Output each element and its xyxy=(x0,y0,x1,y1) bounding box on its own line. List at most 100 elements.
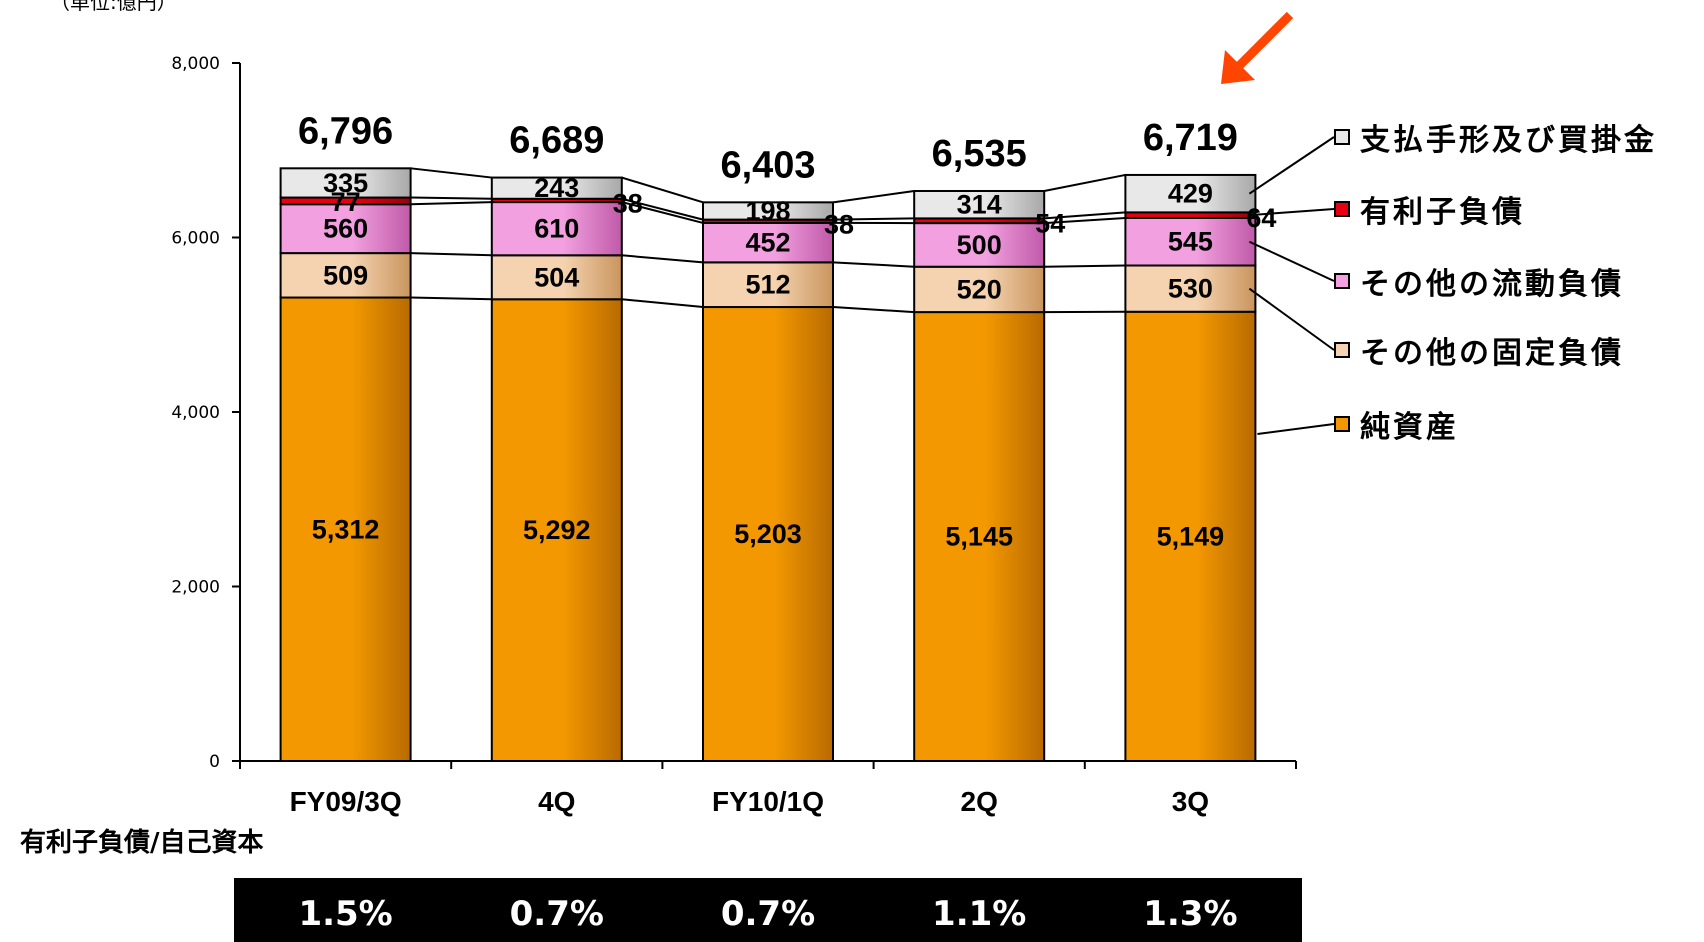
bar-other-current-liabilities xyxy=(1124,216,1257,267)
bar-other-current-liabilities xyxy=(279,203,412,255)
ratio-value: 0.7% xyxy=(720,894,816,934)
x-tick-label: FY09/3Q xyxy=(290,786,402,817)
unit-label: （単位:億円） xyxy=(50,0,177,14)
legend-leader-line xyxy=(1248,240,1335,282)
data-label-interest-bearing-debt: 77 xyxy=(331,187,361,217)
data-label-other-current-liabilities: 452 xyxy=(745,228,790,258)
x-tick-label: 4Q xyxy=(538,786,575,817)
bar-other-current-liabilities xyxy=(490,201,623,257)
bar-payables xyxy=(1124,173,1257,214)
y-tick-label: 0 xyxy=(209,752,220,772)
legend-item: 支払手形及び買掛金 xyxy=(1334,120,1657,158)
data-label-other-fixed-liabilities: 530 xyxy=(1168,274,1213,304)
connector-line xyxy=(832,217,915,221)
legend-label: 支払手形及び買掛金 xyxy=(1360,123,1657,158)
bar-other-fixed-liabilities xyxy=(279,252,412,299)
data-label-other-fixed-liabilities: 520 xyxy=(957,274,1002,304)
bar-other-current-liabilities xyxy=(913,222,1046,268)
total-label: 6,403 xyxy=(720,144,815,186)
x-tick-label: FY10/1Q xyxy=(712,786,824,817)
bar-payables xyxy=(279,167,412,199)
data-label-payables: 429 xyxy=(1168,179,1213,209)
bar-net-assets xyxy=(1124,310,1257,762)
bar-net-assets xyxy=(279,296,412,762)
connector-line xyxy=(621,298,704,309)
data-label-other-current-liabilities: 610 xyxy=(534,214,579,244)
legend-label: 純資産 xyxy=(1360,410,1459,445)
bar-other-current-liabilities xyxy=(702,221,834,264)
legend-label: その他の固定負債 xyxy=(1360,336,1624,371)
data-label-net-assets: 5,292 xyxy=(523,515,591,545)
total-label: 6,719 xyxy=(1143,117,1238,159)
data-label-other-fixed-liabilities: 504 xyxy=(534,262,579,292)
connector-line xyxy=(832,306,915,314)
x-tick-label: 3Q xyxy=(1172,786,1209,817)
data-label-payables: 243 xyxy=(534,173,579,203)
connector-line xyxy=(1044,216,1126,225)
data-label-other-current-liabilities: 500 xyxy=(957,230,1002,260)
legend-swatch xyxy=(1334,201,1350,217)
connector-line xyxy=(410,167,492,179)
legend-leader-line xyxy=(1257,423,1335,435)
data-label-payables: 314 xyxy=(957,190,1002,220)
connector-line xyxy=(410,252,492,257)
legend-item: その他の流動負債 xyxy=(1334,264,1624,302)
data-label-other-fixed-liabilities: 509 xyxy=(323,260,368,290)
bar-payables xyxy=(490,176,623,200)
connector-line xyxy=(410,296,492,301)
connector-line xyxy=(621,197,704,221)
ratio-value: 1.1% xyxy=(932,894,1027,934)
data-label-net-assets: 5,203 xyxy=(734,519,802,549)
data-label-other-current-liabilities: 560 xyxy=(323,214,368,244)
connector-line xyxy=(621,254,704,264)
total-label: 6,689 xyxy=(509,120,604,162)
total-label: 6,535 xyxy=(932,133,1027,175)
ratio-value: 1.3% xyxy=(1143,894,1238,934)
connector-line xyxy=(621,176,704,204)
legend-swatch xyxy=(1334,342,1350,358)
y-tick-label: 4,000 xyxy=(171,403,220,423)
ratio-strip: 1.5% 0.7% 0.7% 1.1% 1.3% xyxy=(234,878,1302,942)
data-label-net-assets: 5,149 xyxy=(1157,521,1225,551)
total-label: 6,796 xyxy=(298,110,393,152)
data-label-payables: 335 xyxy=(323,168,368,198)
connector-line xyxy=(832,190,915,204)
ratio-value: 0.7% xyxy=(509,894,604,934)
data-label-other-current-liabilities: 545 xyxy=(1168,227,1213,257)
bar-net-assets xyxy=(702,306,834,762)
data-label-interest-bearing-debt: 38 xyxy=(824,209,854,239)
legend-label: その他の流動負債 xyxy=(1360,267,1624,302)
connector-line xyxy=(1044,264,1126,268)
bar-other-fixed-liabilities xyxy=(913,265,1046,314)
legend-item: 純資産 xyxy=(1334,407,1459,445)
y-tick-label: 2,000 xyxy=(171,578,220,598)
connector-line xyxy=(832,261,915,268)
x-tick-label: 2Q xyxy=(961,786,998,817)
connector-line xyxy=(410,196,492,200)
legend-leader-line xyxy=(1249,208,1335,217)
legend-swatch xyxy=(1334,273,1350,289)
bar-payables xyxy=(702,201,834,221)
bar-other-fixed-liabilities xyxy=(490,254,623,301)
bar-net-assets xyxy=(913,311,1046,762)
ratio-section-label: 有利子負債/自己資本 xyxy=(20,828,264,858)
connector-line xyxy=(1044,211,1126,220)
ratio-value: 1.5% xyxy=(298,894,393,934)
connector-line xyxy=(1044,173,1126,192)
legend-swatch xyxy=(1334,416,1350,432)
y-tick-label: 6,000 xyxy=(171,229,220,249)
legend-item: その他の固定負債 xyxy=(1334,333,1624,371)
bar-net-assets xyxy=(490,298,623,762)
legend-item: 有利子負債 xyxy=(1334,192,1525,230)
arrow-icon xyxy=(1221,11,1294,84)
data-label-interest-bearing-debt: 64 xyxy=(1246,203,1276,233)
legend-label: 有利子負債 xyxy=(1360,195,1525,230)
legend-leader-line xyxy=(1248,136,1335,195)
bar-payables xyxy=(913,189,1046,220)
legend-swatch xyxy=(1334,129,1350,145)
y-tick-label: 8,000 xyxy=(171,54,220,74)
data-label-net-assets: 5,145 xyxy=(945,522,1013,552)
data-label-interest-bearing-debt: 38 xyxy=(613,188,643,218)
data-label-net-assets: 5,312 xyxy=(312,514,380,544)
